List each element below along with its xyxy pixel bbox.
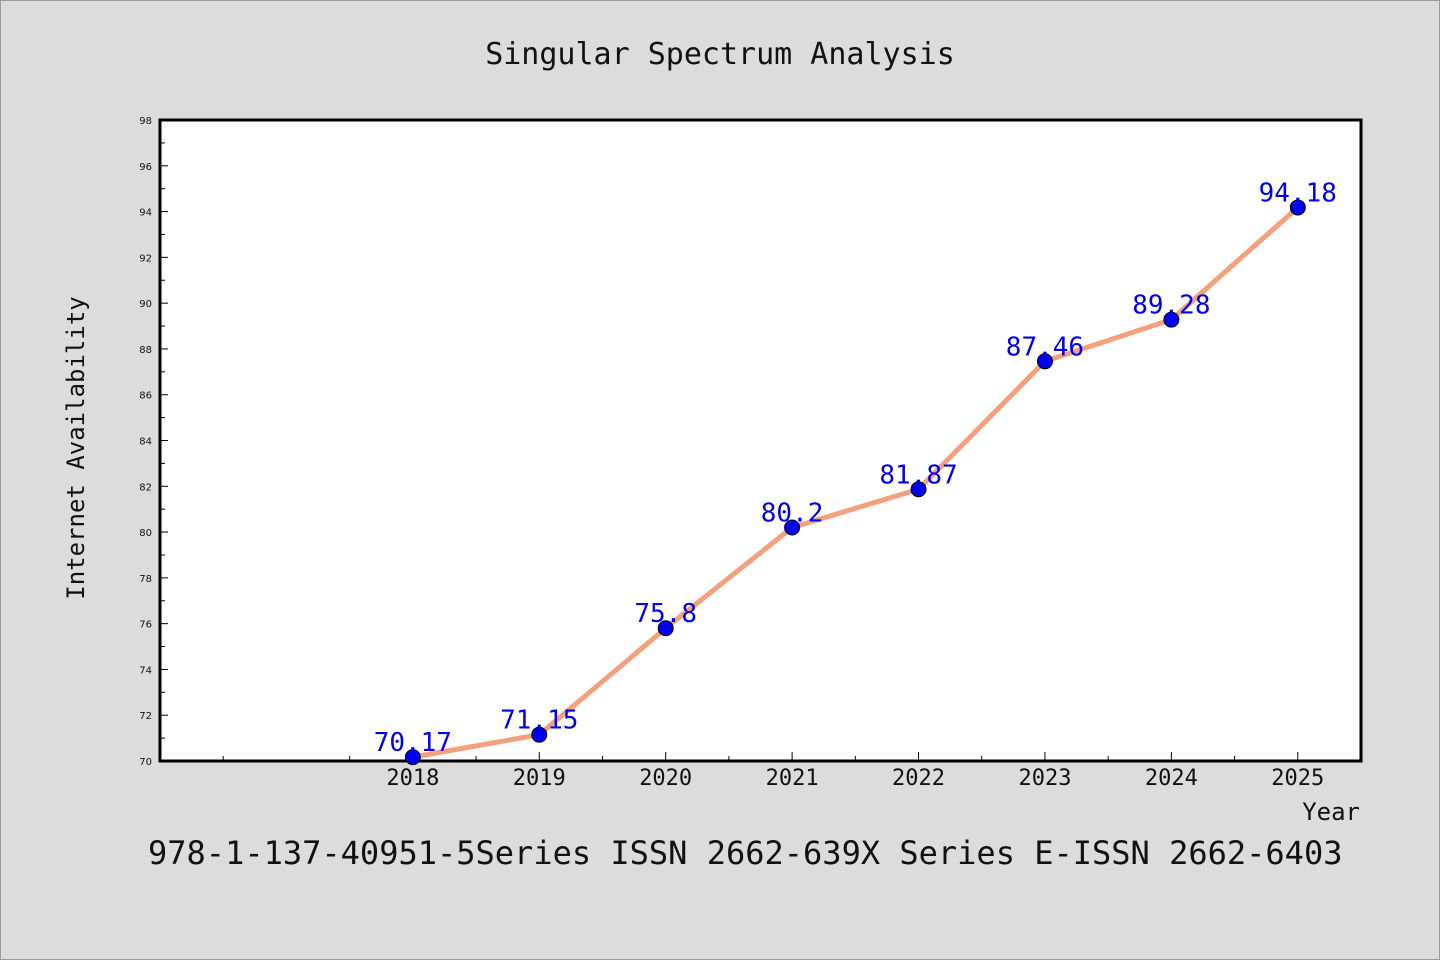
y-tick-label: 82 — [139, 482, 152, 493]
x-axis-ticks: 2018 2019 2020 2021 2022 2023 2024 2025 — [222, 752, 1324, 791]
data-label: 81.87 — [879, 460, 957, 490]
x-tick-label: 2020 — [639, 766, 692, 791]
x-tick-label: 2025 — [1271, 766, 1324, 791]
y-tick-label: 84 — [139, 437, 152, 448]
series-line — [410, 204, 1301, 760]
data-label: 71.15 — [500, 706, 578, 736]
series-layer: 70.17 71.15 75.8 80.2 81.87 87.46 89.28 94.18 — [374, 178, 1337, 766]
data-point — [657, 620, 674, 637]
y-axis-label: Internet Availability — [62, 296, 90, 599]
y-tick-label: 74 — [139, 665, 152, 676]
y-tick-label: 80 — [139, 528, 152, 539]
y-tick-label: 98 — [139, 116, 152, 127]
data-point — [1289, 199, 1306, 216]
data-label: 94.18 — [1259, 178, 1337, 208]
data-label: 89.28 — [1132, 291, 1210, 321]
plot-area — [158, 118, 1363, 763]
y-tick-label: 76 — [139, 620, 152, 631]
y-axis-ticks: 70 72 74 76 78 80 82 84 86 88 90 92 94 96 98 — [139, 116, 168, 768]
data-point — [910, 481, 927, 498]
data-label: 70.17 — [374, 728, 452, 758]
x-tick-label: 2018 — [386, 766, 439, 791]
data-point — [1036, 353, 1053, 370]
y-tick-label: 92 — [139, 253, 152, 264]
x-tick-label: 2019 — [513, 766, 566, 791]
data-point — [531, 726, 548, 743]
y-tick-label: 94 — [139, 208, 152, 219]
x-tick-label: 2021 — [766, 766, 819, 791]
x-tick-label: 2024 — [1145, 766, 1198, 791]
y-tick-label: 72 — [139, 711, 152, 722]
data-label: 75.8 — [634, 599, 697, 629]
data-point — [1163, 311, 1180, 328]
data-point — [784, 519, 801, 536]
chart-title: Singular Spectrum Analysis — [485, 37, 955, 72]
y-tick-label: 96 — [139, 162, 152, 173]
data-label: 87.46 — [1006, 332, 1084, 362]
footer-text: 978-1-137-40951-5Series ISSN 2662-639X S… — [148, 834, 1342, 872]
y-tick-label: 78 — [139, 574, 152, 585]
y-tick-label: 86 — [139, 391, 152, 402]
x-tick-label: 2022 — [892, 766, 945, 791]
data-label: 80.2 — [761, 498, 824, 528]
x-tick-label: 2023 — [1018, 766, 1071, 791]
x-axis-label: Year — [1302, 798, 1360, 826]
y-tick-label: 90 — [139, 299, 152, 310]
y-tick-label: 70 — [139, 757, 152, 768]
data-point — [404, 749, 421, 766]
y-tick-label: 88 — [139, 345, 152, 356]
